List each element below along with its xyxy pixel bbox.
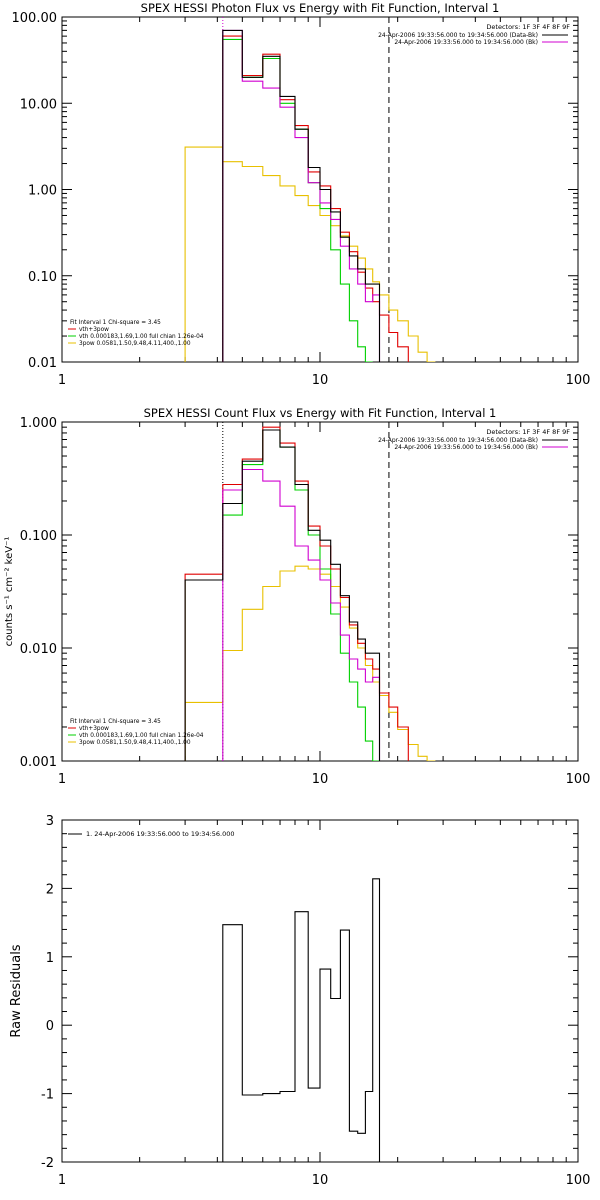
- y-tick-label: 0.001: [20, 755, 57, 770]
- legend-left-entry: vth 0.000183,1.69,1.00 full chian 1.26e-…: [79, 334, 204, 340]
- detectors-label: Detectors: 1F 3F 4F 8F 9F: [486, 428, 570, 436]
- y-tick-label: -2: [41, 1156, 54, 1171]
- series-line-bk: [222, 468, 381, 761]
- legend-left-entry: vth+3pow: [79, 327, 109, 333]
- legend-left-entry: vth+3pow: [79, 726, 109, 732]
- y-tick-label: 0.01: [28, 356, 57, 371]
- series-line-data-bk: [222, 29, 381, 362]
- plot-frame: [61, 421, 579, 762]
- series-line-vth-3pow: [222, 35, 409, 362]
- legend-right-entry: 24-Apr-2006 19:33:56.000 to 19:34:56.000…: [378, 32, 538, 39]
- y-tick-label: 0.10: [28, 270, 57, 285]
- y-tick-label: 1: [46, 951, 54, 966]
- legend-right-entry: 24-Apr-2006 19:33:56.000 to 19:34:56.000…: [378, 437, 538, 444]
- y-tick-label: 0.010: [20, 642, 57, 657]
- series-line-vth: [184, 429, 380, 761]
- y-tick-label: 0: [46, 1019, 54, 1034]
- x-tick-label: 10: [312, 1173, 329, 1188]
- x-tick-label: 100: [566, 772, 591, 787]
- x-tick-label: 1: [58, 373, 66, 388]
- series-line-vth: [222, 38, 373, 362]
- chart-title: SPEX HESSI Photon Flux vs Energy with Fi…: [141, 1, 500, 15]
- legend-left-entry: 3pow 0.0581,1.50,9.48,4.11,400.,1.00: [79, 740, 191, 746]
- y-axis-label: counts s⁻¹ cm⁻² keV⁻¹: [4, 537, 15, 647]
- chart-title: SPEX HESSI Count Flux vs Energy with Fit…: [144, 406, 497, 420]
- legend-left-entry: 1. 24-Apr-2006 19:33:56.000 to 19:34:56.…: [86, 830, 235, 838]
- x-tick-label: 10: [312, 772, 329, 787]
- y-tick-label: 0.100: [20, 529, 57, 544]
- legend-right-entry: 24-Apr-2006 19:33:56.000 to 19:34:56.000…: [394, 444, 538, 451]
- y-tick-label: 2: [46, 882, 54, 897]
- legend-left-entry: vth 0.000183,1.69,1.00 full chian 1.26e-…: [79, 733, 204, 739]
- x-tick-label: 1: [58, 1173, 66, 1188]
- series-line-data-bk: [184, 429, 381, 761]
- y-tick-label: 1.000: [20, 416, 57, 431]
- detectors-label: Detectors: 1F 3F 4F 8F 9F: [486, 23, 570, 31]
- legend-right-entry: 24-Apr-2006 19:33:56.000 to 19:34:56.000…: [394, 39, 538, 46]
- y-tick-label: 1.00: [28, 184, 57, 199]
- x-tick-label: 100: [566, 1173, 591, 1188]
- y-tick-label: 3: [46, 814, 54, 829]
- x-tick-label: 100: [566, 373, 591, 388]
- y-tick-label: 10.00: [20, 97, 57, 112]
- legend-left-entry: Fit Interval 1 Chi-square = 3.45: [70, 719, 161, 725]
- y-tick-label: 100.00: [12, 11, 58, 26]
- legend-left-entry: Fit Interval 1 Chi-square = 3.45: [70, 320, 161, 326]
- x-tick-label: 10: [312, 373, 329, 388]
- legend-left-entry: 3pow 0.0581,1.50,9.48,4.11,400.,1.00: [79, 341, 191, 347]
- y-tick-label: -1: [41, 1088, 54, 1103]
- series-line-bk: [222, 29, 381, 362]
- y-axis-label: Raw Residuals: [9, 944, 24, 1037]
- series-line-vth-3pow: [184, 426, 409, 761]
- x-tick-label: 1: [58, 772, 66, 787]
- series-line-residuals: [222, 878, 381, 1162]
